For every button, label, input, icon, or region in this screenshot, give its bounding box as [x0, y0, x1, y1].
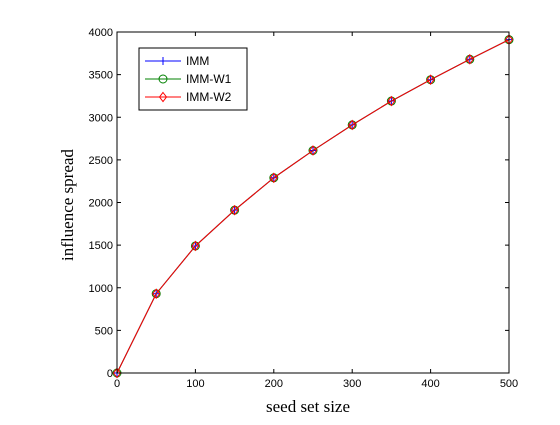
legend: IMM IMM-W1 IMM-W2: [138, 47, 248, 111]
plot-frame: [116, 31, 510, 374]
y-tick-label: 1000: [89, 283, 113, 295]
x-tick-label: 300: [343, 378, 361, 390]
data-point: [112, 367, 122, 379]
y-tick-label: 500: [95, 325, 113, 337]
data-point: [426, 74, 435, 86]
x-tick-label: 500: [500, 378, 518, 390]
legend-label: IMM-W2: [186, 90, 232, 104]
data-point: [348, 119, 357, 131]
y-tick-label: 4000: [89, 27, 113, 39]
x-tick-label: 100: [186, 378, 204, 390]
x-tick-label: 200: [265, 378, 283, 390]
y-tick-label: 1500: [89, 240, 113, 252]
legend-entry: IMM-W2: [145, 90, 232, 104]
data-point: [387, 95, 396, 107]
series-imm-w2: [112, 34, 514, 379]
y-tick-label: 2000: [89, 198, 113, 210]
y-tick-label: 0: [107, 368, 113, 380]
tick-labels: 0 100 200 300 400 500 0 500 1000 1500 2000 2500 3000…: [89, 27, 519, 390]
x-tick-label: 400: [421, 378, 439, 390]
legend-marker: [159, 57, 167, 65]
data-point: [308, 145, 318, 156]
legend-entry: IMM: [145, 54, 209, 68]
y-tick-label: 2500: [89, 155, 113, 167]
legend-marker: [158, 91, 168, 103]
y-axis-label: influence spread: [58, 149, 77, 261]
data-point: [269, 172, 278, 184]
legend-label: IMM-W1: [186, 72, 232, 86]
series-group: [112, 34, 514, 379]
x-axis-label: seed set size: [266, 397, 350, 416]
legend-label: IMM: [186, 54, 209, 68]
x-tick-label: 0: [114, 378, 120, 390]
y-tick-label: 3500: [89, 70, 113, 82]
data-point: [230, 204, 239, 216]
data-point: [152, 288, 161, 300]
legend-marker: [158, 74, 168, 84]
legend-entry: IMM-W1: [145, 72, 232, 86]
y-tick-label: 3000: [89, 112, 113, 124]
data-point: [191, 240, 200, 252]
series-line: [116, 39, 510, 374]
data-point: [465, 53, 474, 65]
